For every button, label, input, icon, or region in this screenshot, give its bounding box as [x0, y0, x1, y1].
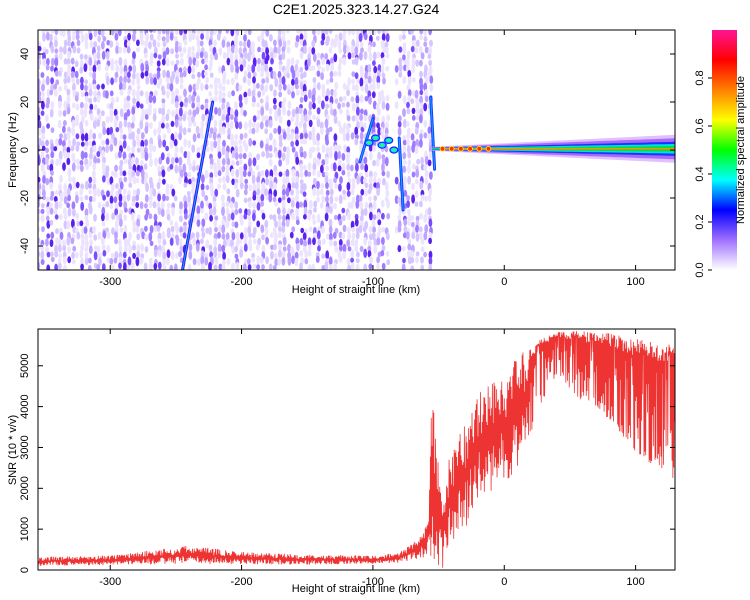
x-tick-label: -300	[99, 276, 121, 288]
carrier-core-dots	[439, 146, 492, 152]
y-tick-label: -40	[19, 238, 31, 254]
chart-title: C2E1.2025.323.14.27.G24	[273, 1, 440, 17]
y-tick-label: 2000	[19, 476, 31, 500]
y-tick-label: 20	[19, 96, 31, 108]
x-tick-label: -200	[231, 276, 253, 288]
spectrogram-feature-core-0	[182, 101, 214, 270]
x-tick-label: 100	[626, 276, 644, 288]
x-tick-label: -100	[362, 576, 384, 588]
colorbar-tick-label: 0.8	[694, 70, 706, 85]
spectrogram-blob-cluster	[364, 134, 399, 154]
spectrogram-y-axis: -40 -20 0 20 40	[19, 48, 675, 254]
snr-frame	[37, 328, 676, 571]
colorbar-ticks: 0.0 0.2 0.4 0.6 0.8	[694, 70, 712, 278]
x-tick-label: 0	[501, 276, 507, 288]
snr-content	[38, 331, 675, 568]
snr-series-line	[38, 331, 675, 568]
snr-panel: -300 -200 -100 0 100 0 1000 2000 3000 4000 5000 H…	[7, 328, 676, 595]
x-tick-label: -100	[362, 276, 384, 288]
snr-y-axis: 0 1000 2000 3000 4000 5000	[19, 354, 675, 573]
spectrogram-x-axis: -300 -200 -100 0 100	[99, 30, 645, 288]
spectrogram-feature-core-2	[398, 137, 404, 211]
y-tick-label: 0	[19, 567, 31, 573]
spectrogram-feature-core-3	[430, 97, 436, 170]
x-tick-label: -300	[99, 576, 121, 588]
y-tick-label: 4000	[19, 394, 31, 418]
snr-y-label: SNR (10 * v/v)	[7, 415, 19, 485]
y-tick-label: 0	[19, 147, 31, 153]
spectrogram-content	[38, 30, 675, 270]
y-tick-label: 40	[19, 48, 31, 60]
snr-x-axis: -300 -200 -100 0 100	[99, 329, 645, 588]
x-tick-label: -200	[231, 576, 253, 588]
colorbar-gradient	[712, 30, 737, 270]
colorbar-tick-label: 0.6	[694, 118, 706, 133]
colorbar-tick-label: 0.4	[694, 166, 706, 181]
snr-x-label: Height of straight line (km)	[292, 583, 420, 595]
spectrogram-x-label: Height of straight line (km)	[292, 284, 420, 296]
noise-speckle-field	[38, 30, 434, 270]
colorbar: 0.0 0.2 0.4 0.6 0.8 Normalized spectral ampl…	[694, 30, 747, 278]
y-tick-label: 3000	[19, 435, 31, 459]
y-tick-label: 1000	[19, 517, 31, 541]
x-tick-label: 0	[501, 576, 507, 588]
spectrogram-y-label: Frequency (Hz)	[7, 112, 19, 188]
colorbar-label: Normalized spectral amplitude	[735, 76, 747, 224]
colorbar-tick-label: 0.0	[694, 262, 706, 277]
colorbar-tick-label: 0.2	[694, 214, 706, 229]
y-tick-label: -20	[19, 190, 31, 206]
y-tick-label: 5000	[19, 354, 31, 378]
x-tick-label: 100	[626, 576, 644, 588]
